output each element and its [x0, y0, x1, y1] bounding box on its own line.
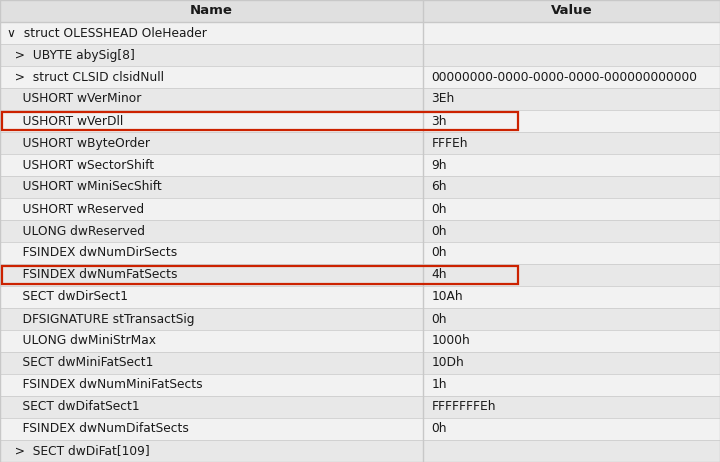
Text: FSINDEX dwNumDirSects: FSINDEX dwNumDirSects — [7, 247, 177, 260]
Text: FFFFFFFEh: FFFFFFFEh — [431, 401, 496, 413]
Text: USHORT wReserved: USHORT wReserved — [7, 202, 144, 215]
Bar — [0, 0, 720, 22]
Text: FSINDEX dwNumMiniFatSects: FSINDEX dwNumMiniFatSects — [7, 378, 203, 391]
Text: 00000000-0000-0000-0000-000000000000: 00000000-0000-0000-0000-000000000000 — [431, 71, 697, 84]
Bar — [0, 440, 720, 462]
Bar — [0, 22, 720, 44]
Text: SECT dwDirSect1: SECT dwDirSect1 — [7, 291, 128, 304]
Text: >  struct CLSID clsidNull: > struct CLSID clsidNull — [7, 71, 164, 84]
Text: FFFEh: FFFEh — [431, 136, 468, 150]
Text: 9h: 9h — [431, 158, 447, 171]
Text: 1000h: 1000h — [431, 334, 470, 347]
Bar — [0, 220, 720, 242]
Text: USHORT wVerMinor: USHORT wVerMinor — [7, 92, 142, 105]
Bar — [0, 242, 720, 264]
Text: DFSIGNATURE stTransactSig: DFSIGNATURE stTransactSig — [7, 312, 194, 326]
Text: Name: Name — [190, 5, 233, 18]
Bar — [0, 418, 720, 440]
Text: USHORT wVerDll: USHORT wVerDll — [7, 115, 123, 128]
Text: 0h: 0h — [431, 423, 447, 436]
Text: 3h: 3h — [431, 115, 447, 128]
Text: >  SECT dwDiFat[109]: > SECT dwDiFat[109] — [7, 444, 150, 457]
Bar — [0, 176, 720, 198]
Bar — [2, 112, 518, 130]
Text: USHORT wMiniSecShift: USHORT wMiniSecShift — [7, 181, 162, 194]
Text: SECT dwMiniFatSect1: SECT dwMiniFatSect1 — [7, 357, 153, 370]
Text: >  UBYTE abySig[8]: > UBYTE abySig[8] — [7, 49, 135, 61]
Text: 4h: 4h — [431, 268, 447, 281]
Bar — [0, 374, 720, 396]
Text: ULONG dwMiniStrMax: ULONG dwMiniStrMax — [7, 334, 156, 347]
Bar — [0, 110, 720, 132]
Bar — [0, 88, 720, 110]
Text: FSINDEX dwNumFatSects: FSINDEX dwNumFatSects — [7, 268, 178, 281]
Text: 0h: 0h — [431, 202, 447, 215]
Text: 1h: 1h — [431, 378, 447, 391]
Bar — [0, 66, 720, 88]
Bar — [0, 154, 720, 176]
Bar — [0, 308, 720, 330]
Text: FSINDEX dwNumDifatSects: FSINDEX dwNumDifatSects — [7, 423, 189, 436]
Text: 0h: 0h — [431, 247, 447, 260]
Text: 0h: 0h — [431, 312, 447, 326]
Text: 0h: 0h — [431, 225, 447, 237]
Bar — [0, 396, 720, 418]
Text: 3Eh: 3Eh — [431, 92, 454, 105]
Text: SECT dwDifatSect1: SECT dwDifatSect1 — [7, 401, 140, 413]
Bar — [0, 264, 720, 286]
Text: ULONG dwReserved: ULONG dwReserved — [7, 225, 145, 237]
Bar — [0, 352, 720, 374]
Text: ∨  struct OLESSHEAD OleHeader: ∨ struct OLESSHEAD OleHeader — [7, 26, 207, 39]
Bar — [0, 330, 720, 352]
Bar — [0, 198, 720, 220]
Bar — [0, 132, 720, 154]
Text: USHORT wByteOrder: USHORT wByteOrder — [7, 136, 150, 150]
Text: 10Ah: 10Ah — [431, 291, 463, 304]
Text: Value: Value — [551, 5, 592, 18]
Bar — [0, 286, 720, 308]
Bar — [0, 44, 720, 66]
Text: 6h: 6h — [431, 181, 447, 194]
Text: 10Dh: 10Dh — [431, 357, 464, 370]
Bar — [2, 266, 518, 284]
Text: USHORT wSectorShift: USHORT wSectorShift — [7, 158, 154, 171]
